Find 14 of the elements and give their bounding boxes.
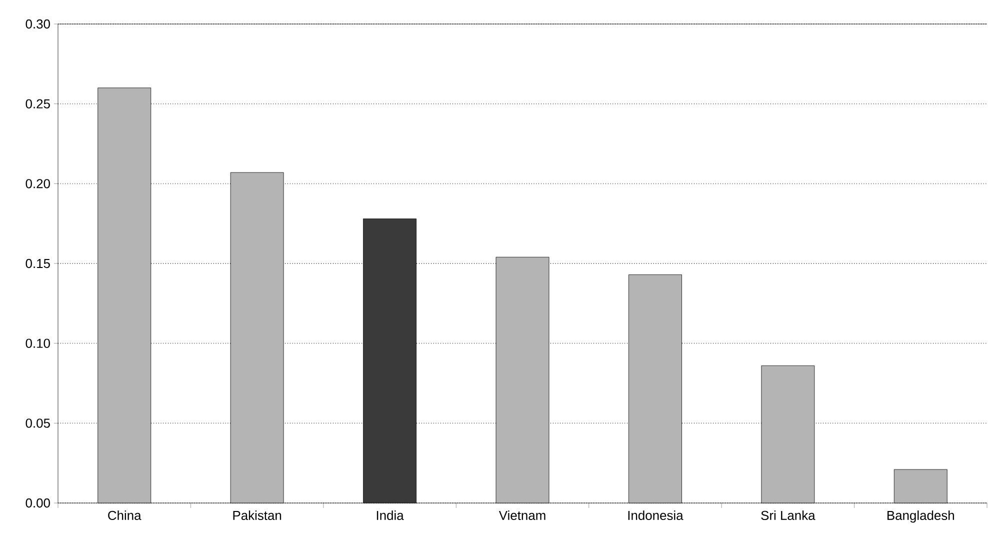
- x-tick-label: Vietnam: [498, 510, 546, 520]
- y-tick-label: 0.00: [26, 498, 50, 508]
- x-tick-label: Sri Lanka: [761, 510, 816, 520]
- y-tick-label: 0.20: [26, 179, 50, 188]
- x-tick-label: India: [376, 510, 404, 520]
- y-tick-label: 0.25: [26, 99, 50, 108]
- x-tick-label: China: [108, 510, 142, 520]
- x-tick-label: Bangladesh: [888, 510, 954, 523]
- y-tick-label: 0.10: [26, 338, 50, 348]
- x-tick-label: Pakistan: [233, 510, 282, 520]
- x-tick-label: Indonesia: [628, 510, 684, 520]
- y-tick-label: 0.05: [26, 418, 50, 428]
- y-tick-label: 0.15: [26, 258, 50, 268]
- y-tick-label: 0.30: [26, 19, 50, 29]
